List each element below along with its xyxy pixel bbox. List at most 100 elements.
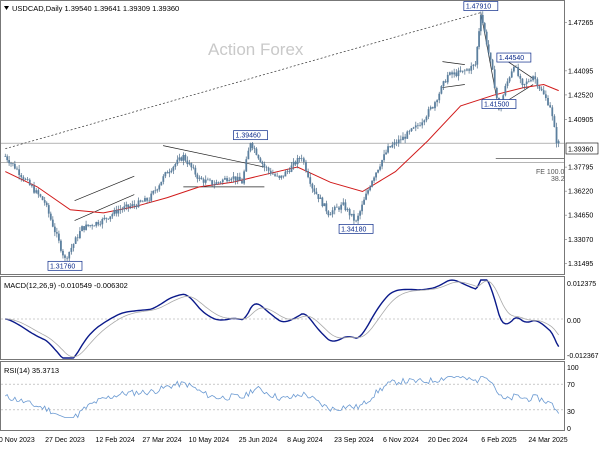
candle-body	[255, 148, 258, 156]
candle-body	[466, 69, 468, 71]
candle-body	[506, 81, 509, 86]
candle-body	[487, 44, 490, 53]
macd-tick-zero: 0.00	[567, 318, 581, 325]
candle-body	[31, 185, 33, 187]
candle-body	[101, 219, 104, 225]
x-tick-labels: 10 Nov 2023 27 Dec 2023 12 Feb 2024 27 Mar …	[0, 437, 568, 444]
candle-body	[504, 85, 507, 96]
candle-body	[176, 159, 179, 165]
dropdown-triangle-icon	[4, 6, 9, 10]
candle-body	[133, 204, 136, 206]
candle-body	[6, 156, 9, 161]
candle-body	[481, 14, 484, 24]
candle-body	[72, 243, 75, 248]
fe-label-2: 38.2	[551, 176, 565, 183]
candle-body	[13, 163, 16, 169]
candle-body	[391, 144, 394, 148]
candle-body	[317, 194, 320, 199]
candle-body	[313, 188, 316, 192]
candle-body	[489, 52, 492, 60]
candle-body	[230, 178, 233, 181]
candle-body	[245, 159, 248, 172]
candle-body	[37, 190, 40, 195]
candle-body	[62, 250, 64, 256]
candle-body	[174, 164, 177, 167]
candle-body	[257, 155, 260, 159]
rsi-tick-30: 30	[567, 409, 575, 416]
candle-body	[346, 209, 349, 211]
candle-body	[202, 179, 205, 183]
price-label-box	[338, 224, 374, 234]
candle-body	[39, 194, 42, 197]
candle-body	[457, 70, 460, 77]
candle-body	[423, 120, 426, 123]
candle-body	[515, 66, 517, 68]
x-tick-label: 6 Feb 2025	[481, 437, 517, 444]
candle-body	[43, 200, 46, 203]
rsi-panel-frame	[0, 361, 565, 431]
price-label-box	[47, 260, 83, 271]
candle-body	[113, 210, 116, 215]
candle-body	[547, 97, 549, 106]
candle-body	[307, 171, 309, 178]
candle-body	[211, 180, 214, 185]
candle-body	[18, 169, 21, 176]
candle-body	[259, 158, 262, 163]
candle-body	[302, 158, 305, 162]
candle-body	[70, 247, 73, 252]
candle-body	[172, 166, 175, 171]
candle-body	[154, 190, 157, 192]
candle-body	[209, 179, 211, 181]
candle-body	[200, 177, 203, 180]
candle-body	[213, 184, 216, 186]
candle-body	[344, 202, 347, 211]
y-tick-label: 1.44095	[568, 68, 593, 75]
candle-body	[309, 177, 312, 184]
candle-body	[215, 182, 218, 185]
x-tick-label: 20 Dec 2024	[428, 437, 468, 444]
y-tick-label: 1.33070	[568, 237, 593, 244]
candle-body	[553, 116, 556, 128]
candle-body	[127, 204, 130, 208]
pattern-line	[74, 194, 135, 221]
candle-body	[226, 178, 228, 182]
candle-body	[542, 90, 545, 95]
candle-body	[206, 179, 209, 181]
candle-body	[427, 109, 430, 117]
candle-body	[493, 69, 496, 88]
candle-body	[429, 107, 432, 110]
candle-body	[444, 81, 447, 83]
macd-header: MACD(12,26,9) -0.010549 -0.006302	[4, 281, 128, 290]
watermark: Action Forex	[208, 40, 304, 59]
candle-body	[359, 211, 361, 216]
candle-body	[83, 226, 85, 230]
candle-body	[397, 139, 400, 144]
candle-body	[144, 198, 146, 202]
candle-body	[508, 77, 511, 82]
candle-body	[369, 186, 371, 191]
candle-body	[135, 205, 138, 208]
candle-body	[137, 200, 140, 208]
candle-body	[438, 93, 441, 101]
rsi-tick-100: 100	[567, 365, 579, 372]
candle-body	[451, 72, 453, 75]
price-label-box	[481, 99, 517, 109]
candle-body	[321, 197, 324, 207]
candle-body	[425, 116, 428, 121]
candle-body	[373, 177, 375, 181]
candle-body	[232, 176, 235, 179]
candle-body	[51, 219, 54, 227]
x-tick-label: 8 Aug 2024	[287, 437, 323, 444]
candle-body	[387, 146, 389, 153]
candle-body	[243, 171, 246, 184]
price-label-text: 1.41500	[484, 101, 509, 108]
y-tick-labels: 1.47265 1.44095 1.42520 1.40905 1.37795 1.362…	[564, 20, 593, 268]
candle-body	[33, 186, 35, 193]
candle-body	[119, 209, 122, 211]
price-label-box	[496, 52, 532, 63]
candle-body	[436, 100, 439, 103]
candle-body	[224, 178, 226, 180]
candle-body	[412, 127, 415, 129]
candle-body	[272, 173, 274, 175]
candle-body	[521, 78, 524, 86]
